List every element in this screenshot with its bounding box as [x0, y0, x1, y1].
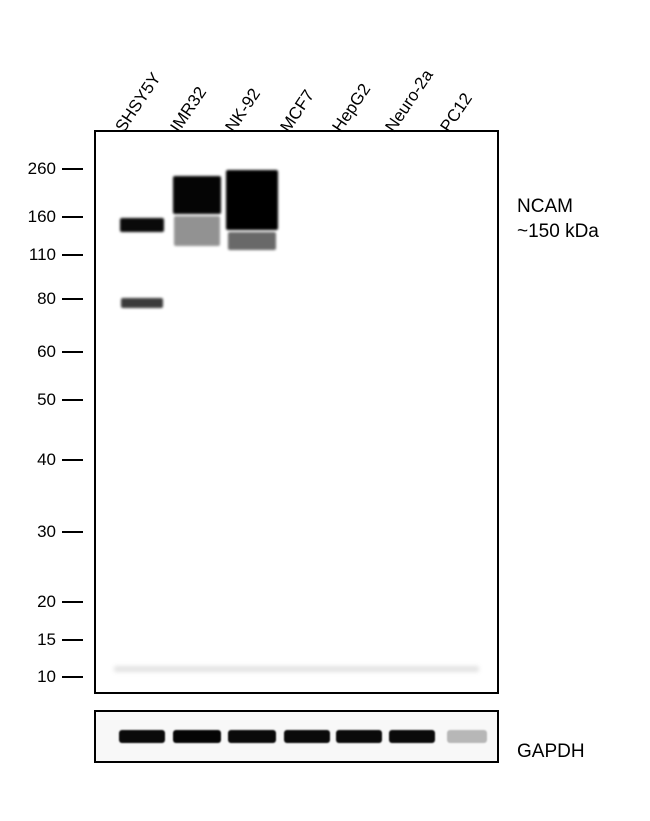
protein-band [228, 232, 276, 250]
mw-tick [62, 298, 83, 300]
target-protein-annotation: NCAM ~150 kDa [517, 195, 599, 244]
mw-tick [62, 399, 83, 401]
mw-label: 15 [16, 630, 56, 650]
loading-control-band [389, 730, 435, 743]
lane-label: SHSY5Y [111, 69, 165, 136]
mw-label: 50 [16, 390, 56, 410]
mw-tick [62, 459, 83, 461]
lane-label: MCF7 [276, 86, 318, 136]
mw-tick [62, 168, 83, 170]
loading-control-annotation: GAPDH [517, 740, 585, 765]
mw-label: 60 [16, 342, 56, 362]
mw-tick [62, 639, 83, 641]
mw-tick [62, 254, 83, 256]
target-size: ~150 kDa [517, 220, 599, 245]
mw-tick [62, 601, 83, 603]
mw-tick [62, 216, 83, 218]
main-blot-panel [94, 130, 499, 694]
loading-control-band [173, 730, 221, 743]
mw-label: 80 [16, 289, 56, 309]
protein-band [121, 298, 163, 308]
mw-label: 110 [16, 245, 56, 265]
protein-band [173, 176, 221, 214]
protein-band [120, 218, 164, 232]
loading-control-band [119, 730, 165, 743]
mw-label: 40 [16, 450, 56, 470]
mw-tick [62, 351, 83, 353]
loading-control-band [447, 730, 487, 743]
mw-tick [62, 676, 83, 678]
target-name: NCAM [517, 195, 599, 220]
mw-label: 260 [16, 159, 56, 179]
protein-band [226, 170, 278, 230]
loading-control-band [228, 730, 276, 743]
mw-label: 160 [16, 207, 56, 227]
lane-label: Neuro-2a [381, 66, 437, 136]
protein-band [174, 216, 220, 246]
mw-label: 20 [16, 592, 56, 612]
mw-label: 10 [16, 667, 56, 687]
lane-label: HepG2 [328, 80, 375, 136]
loading-control-name: GAPDH [517, 741, 585, 762]
mw-label: 30 [16, 522, 56, 542]
mw-tick [62, 531, 83, 533]
loading-control-band [284, 730, 330, 743]
loading-control-band [336, 730, 382, 743]
lane-label: IMR32 [166, 83, 211, 136]
western-blot-figure: SHSY5YIMR32NK-92MCF7HepG2Neuro-2aPC12 26… [0, 0, 650, 821]
background-smear [114, 666, 479, 672]
lane-label: NK-92 [221, 85, 265, 136]
